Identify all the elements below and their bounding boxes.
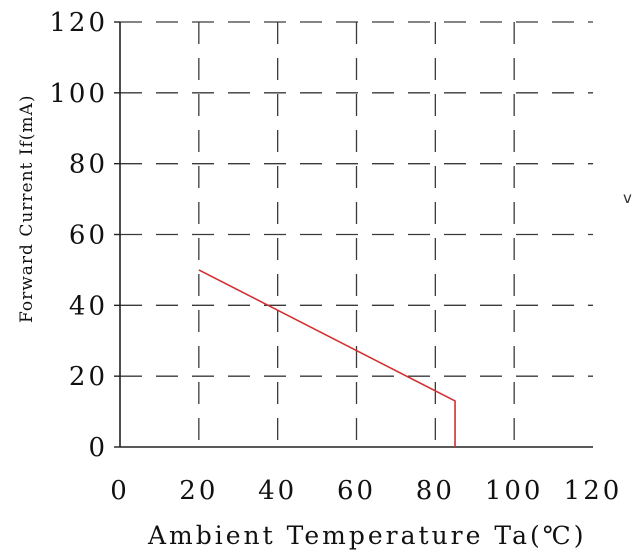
y-tick-label: 60 bbox=[69, 221, 108, 251]
derating-curve-line bbox=[198, 269, 456, 447]
x-tick-labels: 0 20 40 60 80 100 120 bbox=[110, 476, 623, 506]
x-tick-label: 120 bbox=[564, 476, 623, 506]
series-layer bbox=[198, 269, 456, 447]
x-tick-label: 80 bbox=[416, 476, 455, 506]
y-tick-label: 0 bbox=[88, 433, 108, 463]
axes bbox=[114, 21, 593, 448]
y-tick-label: 20 bbox=[69, 362, 108, 392]
y-tick-label: 80 bbox=[69, 150, 108, 180]
stray-character: v bbox=[623, 189, 632, 207]
x-tick-label: 0 bbox=[110, 476, 130, 506]
x-axis-title: Ambient Temperature Ta(℃) bbox=[147, 521, 587, 550]
grid bbox=[120, 21, 593, 447]
x-tick-label: 100 bbox=[485, 476, 544, 506]
x-tick-label: 20 bbox=[179, 476, 218, 506]
y-tick-labels: 0 20 40 60 80 100 120 bbox=[49, 8, 108, 463]
y-tick-label: 40 bbox=[69, 291, 108, 321]
y-axis-title: Forward Current If(mA) bbox=[17, 95, 37, 323]
y-tick-label: 120 bbox=[49, 8, 108, 38]
x-tick-label: 60 bbox=[337, 476, 376, 506]
x-tick-label: 40 bbox=[258, 476, 297, 506]
y-tick-label: 100 bbox=[49, 79, 108, 109]
